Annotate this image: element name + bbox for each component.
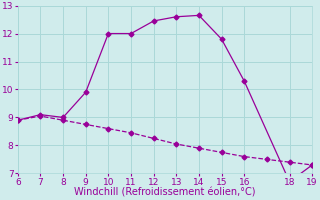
X-axis label: Windchill (Refroidissement éolien,°C): Windchill (Refroidissement éolien,°C) [74,188,256,198]
